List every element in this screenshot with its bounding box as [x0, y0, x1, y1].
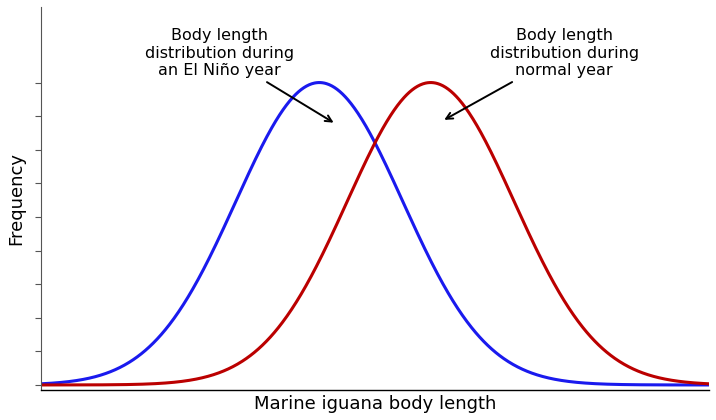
Text: Body length
distribution during
normal year: Body length distribution during normal y… [446, 28, 639, 119]
Y-axis label: Frequency: Frequency [7, 152, 25, 245]
Text: Body length
distribution during
an El Niño year: Body length distribution during an El Ni… [145, 28, 332, 121]
X-axis label: Marine iguana body length: Marine iguana body length [253, 395, 496, 413]
